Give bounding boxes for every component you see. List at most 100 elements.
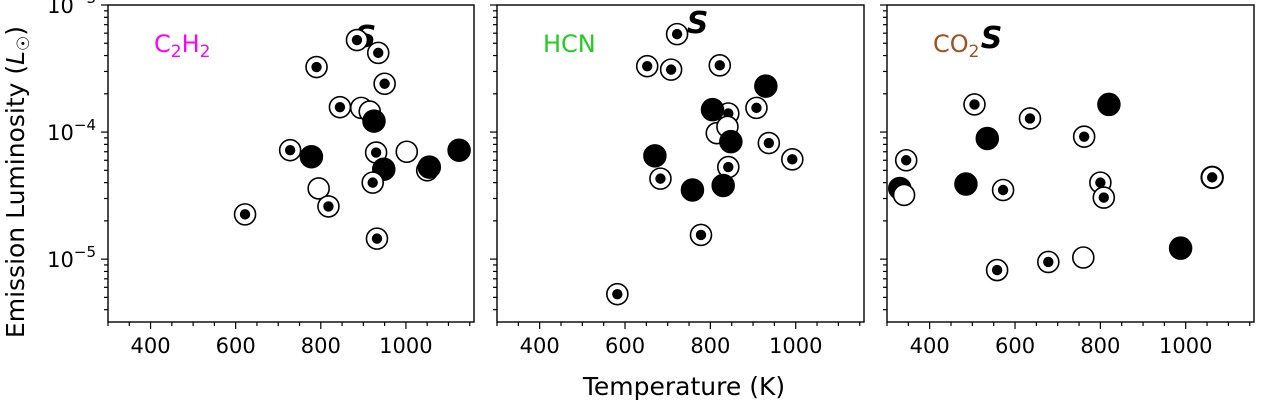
center-dot xyxy=(284,144,296,156)
data-point xyxy=(1168,236,1193,260)
data-point xyxy=(361,171,385,194)
data-point xyxy=(689,223,713,247)
center-dot xyxy=(323,201,334,212)
open-marker xyxy=(307,177,330,200)
data-point xyxy=(365,227,389,250)
x-tick-label: 400 xyxy=(910,334,950,358)
center-dot xyxy=(612,288,623,300)
data-point xyxy=(954,172,978,196)
filled-marker xyxy=(954,172,978,196)
center-dot xyxy=(723,161,734,173)
center-dot xyxy=(695,229,707,241)
center-dot xyxy=(311,61,322,73)
panel-3: 400 600 800 1000 CO2 S xyxy=(880,4,1255,358)
center-dot xyxy=(1043,256,1054,268)
filled-marker xyxy=(754,74,778,98)
x-tick-label: 800 xyxy=(1080,334,1120,358)
x-tick-label: 600 xyxy=(216,334,256,358)
data-point xyxy=(1200,166,1224,189)
x-tick-label: 1000 xyxy=(769,334,822,358)
data-point xyxy=(1072,246,1095,269)
data-point xyxy=(417,155,442,179)
filled-marker xyxy=(711,173,735,198)
data-point xyxy=(278,138,302,162)
data-point xyxy=(1072,125,1096,148)
data-point xyxy=(649,167,672,190)
x-tick-label: 800 xyxy=(301,334,341,358)
x-tick-label: 600 xyxy=(995,334,1035,358)
filled-marker xyxy=(362,109,386,133)
open-marker xyxy=(395,140,419,164)
panel-2: 400 600 800 1000 HCN S xyxy=(490,4,865,358)
center-dot xyxy=(1095,177,1106,188)
data-point xyxy=(963,93,986,116)
data-point xyxy=(366,41,390,65)
data-point xyxy=(719,129,743,154)
x-tick-label: 1000 xyxy=(1159,334,1212,358)
data-point xyxy=(708,54,732,77)
data-point xyxy=(345,28,369,52)
data-point xyxy=(1037,250,1060,274)
center-dot xyxy=(1024,113,1036,124)
data-point xyxy=(754,74,778,98)
data-point xyxy=(680,178,705,202)
filled-marker xyxy=(975,126,1000,151)
center-dot xyxy=(991,264,1003,276)
center-dot xyxy=(239,209,251,220)
center-dot xyxy=(763,137,775,149)
center-dot xyxy=(714,60,725,71)
data-point xyxy=(975,126,1000,151)
filled-marker xyxy=(719,129,743,154)
data-point xyxy=(659,58,683,81)
data-point xyxy=(894,148,918,172)
filled-marker xyxy=(680,178,705,202)
center-dot xyxy=(370,147,382,158)
data-point xyxy=(447,138,471,162)
data-point xyxy=(299,144,324,169)
center-dot xyxy=(1098,192,1109,203)
data-point xyxy=(892,183,916,207)
molecule-label: HCN xyxy=(543,30,596,58)
center-dot xyxy=(373,47,384,59)
data-point xyxy=(643,144,667,168)
data-point xyxy=(305,55,328,79)
data-point xyxy=(233,203,257,226)
x-tick-label: 400 xyxy=(520,334,560,358)
s-marker: S xyxy=(981,21,1003,56)
center-dot xyxy=(371,233,383,244)
data-point xyxy=(991,178,1015,202)
center-dot xyxy=(671,28,683,40)
data-point xyxy=(606,282,629,306)
filled-marker xyxy=(1168,236,1193,260)
filled-marker xyxy=(417,155,442,179)
data-point xyxy=(635,54,659,78)
x-tick-label: 1000 xyxy=(379,334,432,358)
data-point xyxy=(1092,186,1116,209)
data-point xyxy=(781,148,804,171)
center-dot xyxy=(655,173,666,184)
x-axis-title: Temperature (K) xyxy=(582,372,785,401)
center-dot xyxy=(642,60,653,72)
center-dot xyxy=(379,78,390,89)
y-axis-title: Emission Luminosity (L☉) xyxy=(1,26,34,338)
data-point xyxy=(1097,92,1121,117)
x-tick-label: 600 xyxy=(605,334,645,358)
plot-frame xyxy=(886,4,1255,323)
data-point xyxy=(307,177,330,200)
center-dot xyxy=(787,154,798,165)
center-dot xyxy=(351,34,363,46)
y-tick-label: 10−4 xyxy=(47,116,96,145)
plot-frame xyxy=(496,4,865,323)
data-point xyxy=(985,258,1009,282)
center-dot xyxy=(367,177,378,188)
filled-marker xyxy=(1097,92,1121,117)
y-tick-label: 10−5 xyxy=(47,243,96,272)
center-dot xyxy=(665,64,677,75)
center-dot xyxy=(334,101,346,113)
molecule-label: CO2 xyxy=(933,30,979,62)
center-dot xyxy=(751,102,762,114)
data-point xyxy=(1018,107,1042,130)
open-marker xyxy=(892,183,916,207)
plot-frame xyxy=(107,4,475,323)
